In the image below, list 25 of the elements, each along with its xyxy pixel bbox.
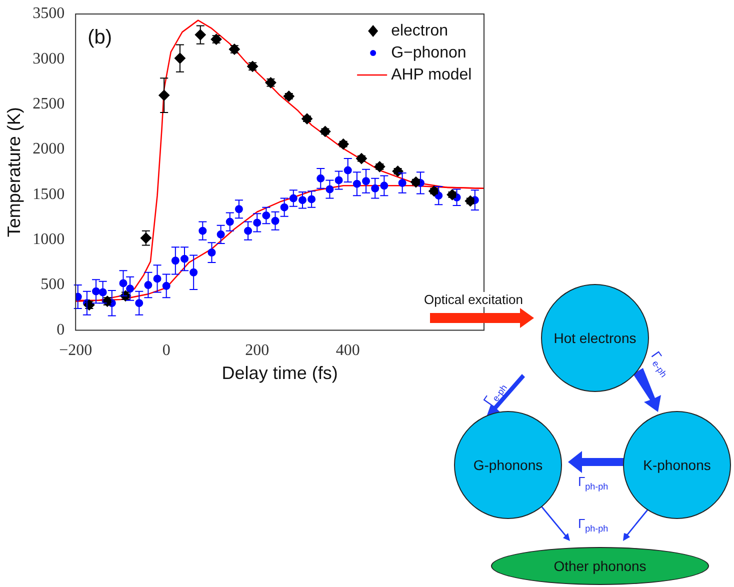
y-tick-label: 1000 [32,231,65,248]
x-tick-label: −200 [59,342,92,360]
circle: G-phonons [454,411,562,519]
annotation: (b) [88,26,112,49]
y-tick-label: 2000 [32,140,65,158]
text: Γ$_{ph-ph}$ [578,516,608,534]
x-axis-title: Delay time (fs) [222,363,338,384]
circle: Hot electrons [541,284,649,392]
legend-label: AHP model [391,66,472,84]
legend-label: electron [391,22,448,40]
y-tick-label: 3500 [32,5,65,22]
legend-label: G−phonon [391,44,466,62]
annotation: Optical excitation [422,292,525,307]
ellipse: Other phonons [491,547,709,585]
y-tick-label: 3000 [32,50,65,68]
x-tick-label: 0 [162,342,170,360]
circle: K-phonons [623,411,731,519]
x-tick-label: 400 [336,342,360,360]
y-tick-label: 2500 [32,96,65,113]
text: Γ$_{ph-ph}$ [578,474,608,492]
x-tick-label: 200 [245,342,270,360]
y-tick-label: 0 [56,321,65,338]
y-tick-label: 500 [40,276,65,294]
y-axis-title: Temperature (K) [4,107,24,238]
y-tick-label: 1500 [32,186,65,203]
